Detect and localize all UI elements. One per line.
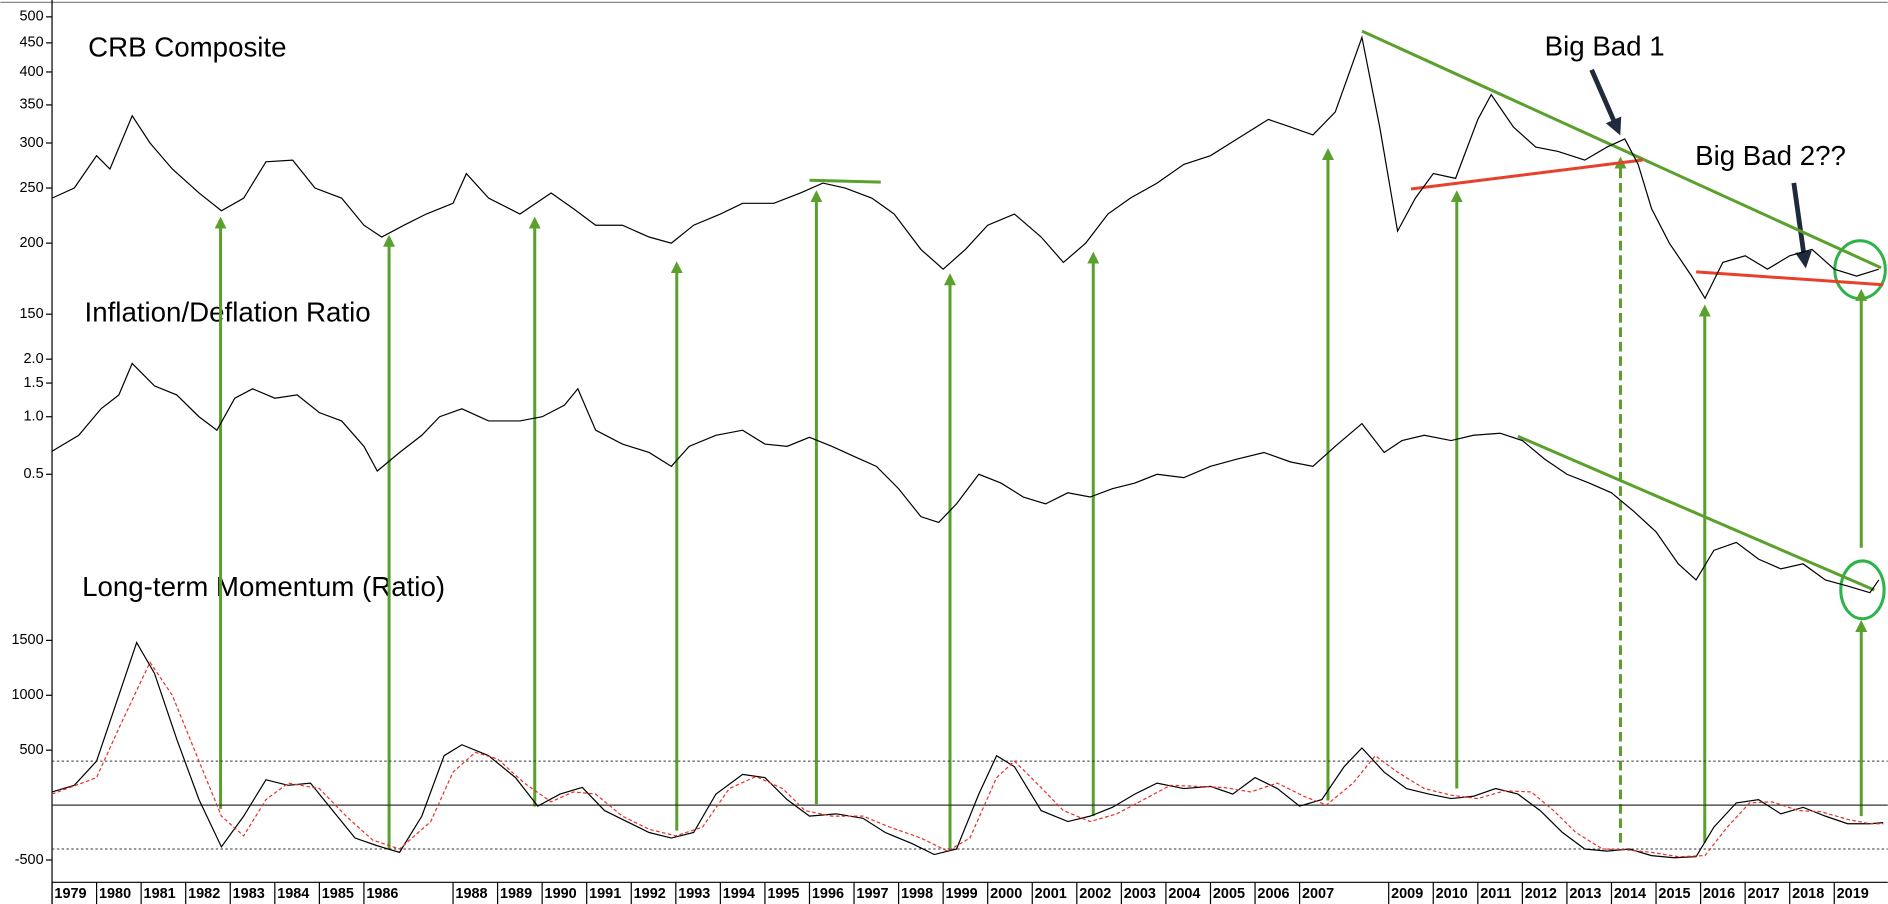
- x-tick-label: 1990: [545, 886, 577, 902]
- trendline: [1410, 158, 1643, 191]
- x-tick-label: 2005: [1213, 886, 1245, 902]
- x-tick-label: 1989: [500, 886, 532, 902]
- x-tick-label: 1984: [277, 886, 309, 902]
- x-tick-label: 1994: [723, 886, 755, 902]
- x-tick-label: 2010: [1436, 886, 1468, 902]
- trendline: [809, 178, 881, 184]
- series-line: [51, 661, 1884, 858]
- x-tick-label: 1983: [233, 886, 265, 902]
- panel-title: Inflation/Deflation Ratio: [85, 296, 371, 327]
- y-tick-label: 1500: [11, 632, 43, 648]
- panel-title: Long-term Momentum (Ratio): [82, 571, 445, 602]
- series-line: [51, 35, 1879, 300]
- x-tick-label: 2006: [1257, 886, 1289, 902]
- panel-title: CRB Composite: [88, 32, 286, 63]
- x-tick-label: 1988: [455, 886, 487, 902]
- x-tick-label: 2015: [1658, 886, 1690, 902]
- x-tick-label: 1985: [322, 886, 354, 902]
- y-tick-label: 200: [20, 235, 44, 251]
- y-tick-label: 2.0: [24, 351, 44, 367]
- x-tick-label: 2003: [1124, 886, 1156, 902]
- y-tick-label: 450: [20, 35, 44, 51]
- y-tick-label: 1.0: [24, 409, 44, 425]
- y-tick-label: 1.5: [24, 375, 44, 391]
- trendline: [1517, 434, 1875, 592]
- y-tick-label: 300: [20, 135, 44, 151]
- x-tick-label: 1998: [901, 886, 933, 902]
- x-tick-label: 2009: [1391, 886, 1423, 902]
- y-tick-label: 500: [20, 742, 44, 758]
- x-tick-label: 2012: [1525, 886, 1557, 902]
- annotation: Big Bad 2??: [1695, 140, 1846, 171]
- x-tick-label: 2016: [1703, 886, 1735, 902]
- x-tick-label: 2002: [1079, 886, 1111, 902]
- x-tick-label: 2001: [1035, 886, 1067, 902]
- y-tick-label: 350: [20, 97, 44, 113]
- series-line: [51, 362, 1880, 594]
- x-tick-label: 2018: [1792, 886, 1824, 902]
- x-tick-label: 2013: [1569, 886, 1601, 902]
- y-tick-label: 250: [20, 180, 44, 196]
- x-tick-label: 1992: [634, 886, 666, 902]
- trendline: [1696, 270, 1884, 287]
- x-tick-label: 1986: [366, 886, 398, 902]
- y-tick-label: 150: [20, 306, 44, 322]
- x-tick-label: 2007: [1302, 886, 1334, 902]
- y-tick-label: 0.5: [24, 466, 44, 482]
- x-tick-label: 1980: [99, 886, 131, 902]
- x-tick-label: 1997: [856, 886, 888, 902]
- x-tick-label: 1991: [589, 886, 621, 902]
- y-tick-label: -500: [15, 852, 44, 868]
- highlight-circle: [1839, 559, 1886, 621]
- x-tick-label: 2017: [1748, 886, 1780, 902]
- x-tick-label: 1982: [188, 886, 220, 902]
- pointer-arrow: [1791, 182, 1812, 269]
- x-tick-label: 1981: [144, 886, 176, 902]
- x-tick-label: 2019: [1837, 886, 1869, 902]
- x-tick-label: 2011: [1480, 886, 1511, 902]
- y-tick-label: 400: [20, 64, 44, 80]
- x-tick-label: 2004: [1168, 886, 1200, 902]
- x-tick-label: 1993: [678, 886, 710, 902]
- x-tick-label: 1996: [812, 886, 844, 902]
- y-tick-label: 1000: [11, 687, 43, 703]
- x-tick-label: 2014: [1614, 886, 1646, 902]
- x-tick-label: 1999: [946, 886, 978, 902]
- x-tick-label: 1995: [767, 886, 799, 902]
- y-tick-label: 500: [20, 9, 44, 25]
- annotation: Big Bad 1: [1545, 30, 1665, 61]
- trendline: [1361, 29, 1882, 270]
- pointer-arrow: [1589, 68, 1622, 136]
- series-line: [51, 641, 1884, 859]
- x-tick-label: 1979: [54, 886, 86, 902]
- x-tick-label: 2000: [990, 886, 1022, 902]
